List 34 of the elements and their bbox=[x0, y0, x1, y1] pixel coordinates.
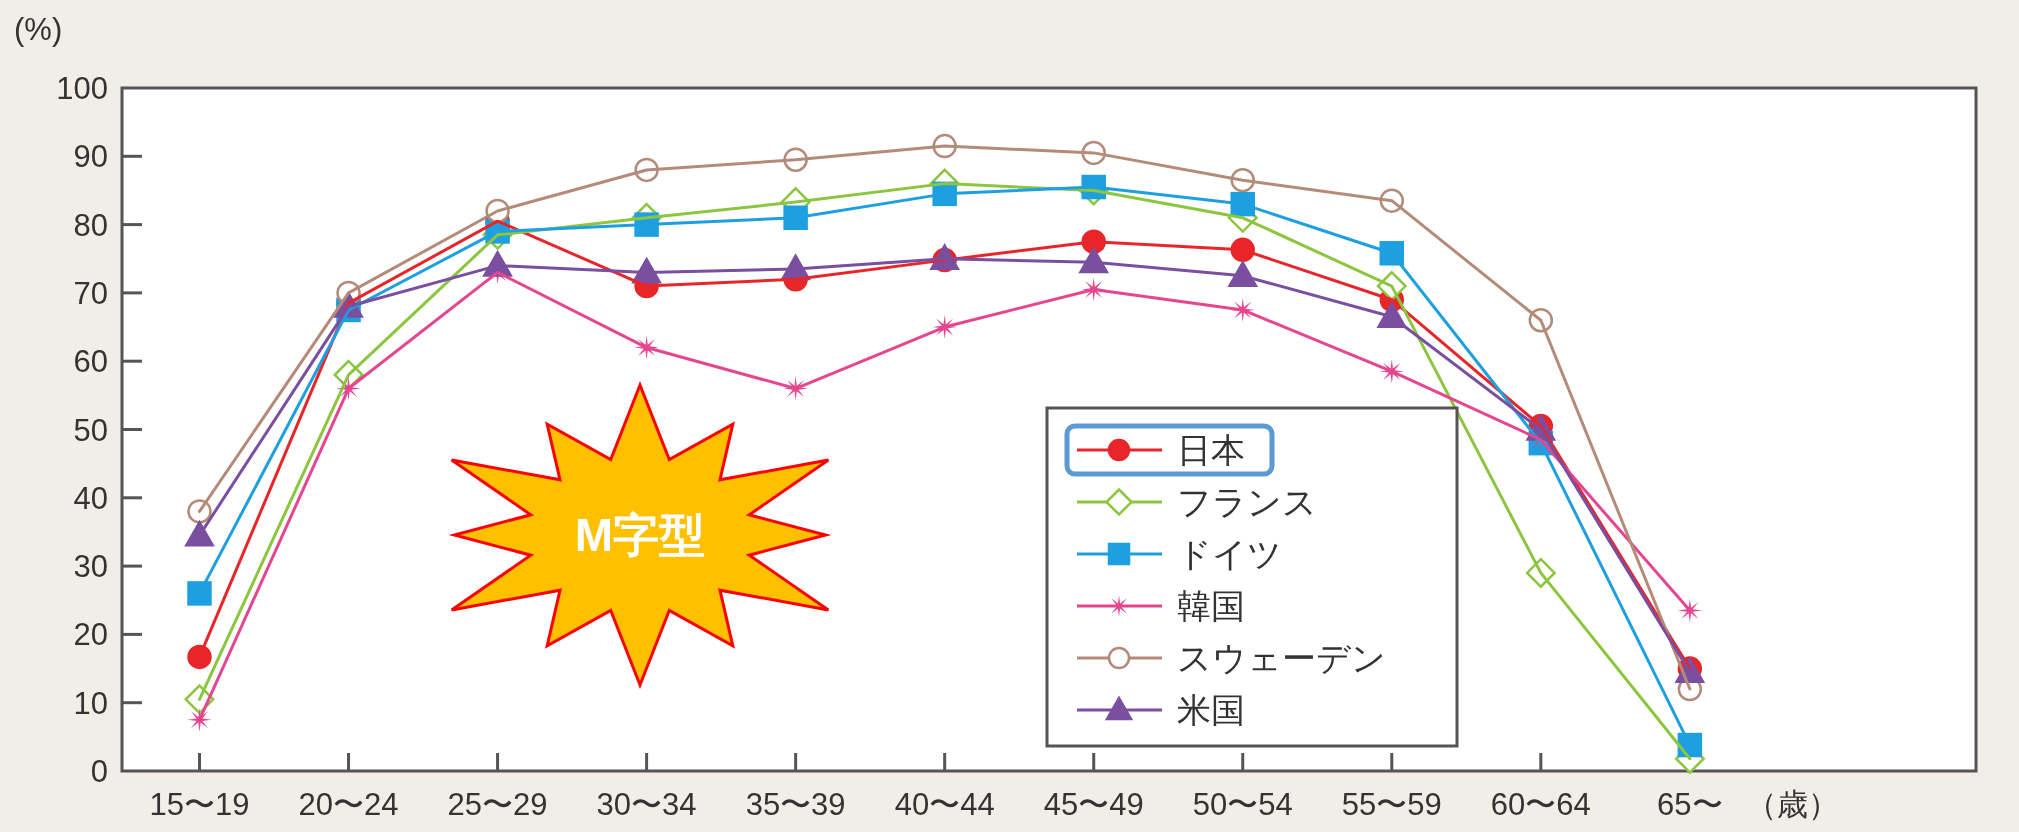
y-tick-label: 90 bbox=[73, 139, 108, 175]
y-tick-label: 0 bbox=[90, 754, 108, 789]
y-tick-label: 80 bbox=[73, 207, 108, 243]
legend-label: 韓国 bbox=[1177, 587, 1245, 625]
point bbox=[187, 644, 212, 670]
legend-label: ドイツ bbox=[1177, 535, 1282, 573]
x-tick-label: 20〜24 bbox=[298, 787, 399, 822]
x-tick-label: 30〜34 bbox=[596, 787, 697, 822]
x-tick-label: 65〜 bbox=[1657, 787, 1723, 822]
x-tick-label: 45〜49 bbox=[1043, 787, 1144, 822]
x-axis-title: （歳） bbox=[1745, 787, 1839, 822]
x-tick-label: 25〜29 bbox=[447, 787, 548, 822]
legend-label: スウェーデン bbox=[1177, 639, 1386, 677]
y-tick-label: 10 bbox=[73, 685, 108, 721]
legend-label: フランス bbox=[1177, 483, 1317, 521]
y-tick-label: 50 bbox=[73, 412, 108, 448]
x-tick-label: 60〜64 bbox=[1490, 787, 1591, 822]
y-tick-label: 40 bbox=[73, 480, 108, 516]
x-tick-label: 55〜59 bbox=[1341, 787, 1442, 822]
annotation: M字型 bbox=[574, 509, 706, 561]
point bbox=[185, 520, 214, 547]
legend-label: 日本 bbox=[1177, 431, 1245, 469]
legend-label: 米国 bbox=[1177, 691, 1245, 729]
y-tick-label: 100 bbox=[56, 71, 108, 106]
y-tick-label: 70 bbox=[73, 275, 108, 311]
y-tick-label: 30 bbox=[73, 549, 108, 585]
x-tick-label: 35〜39 bbox=[745, 787, 846, 822]
point bbox=[187, 581, 212, 606]
x-tick-label: 15〜19 bbox=[149, 787, 250, 822]
y-axis-title: (%) bbox=[14, 12, 63, 47]
y-tick-label: 20 bbox=[73, 617, 108, 653]
x-tick-label: 40〜44 bbox=[894, 787, 995, 822]
y-tick-label: 60 bbox=[73, 344, 108, 380]
x-tick-label: 50〜54 bbox=[1192, 787, 1293, 822]
